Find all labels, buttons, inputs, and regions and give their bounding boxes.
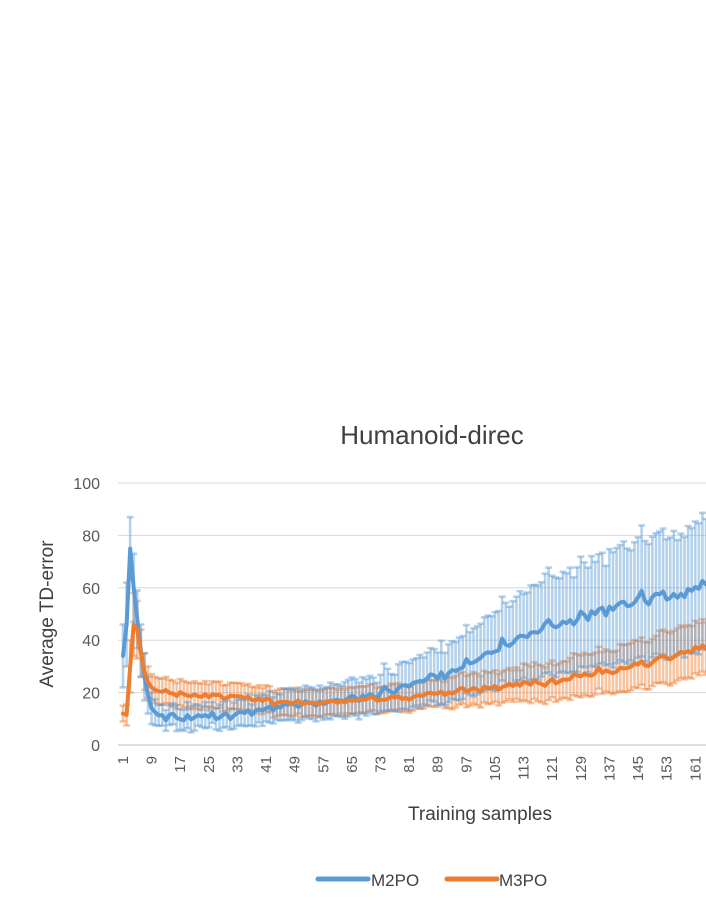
x-axis-title: Training samples [408, 804, 552, 825]
legend-label-m3po: M3PO [499, 871, 547, 890]
legend-label-m2po: M2PO [371, 871, 419, 890]
x-tick-label: 33 [229, 756, 246, 773]
x-tick-label: 137 [601, 756, 618, 781]
x-tick-label: 153 [659, 756, 676, 781]
x-tick-label: 81 [401, 756, 418, 773]
legend: M2PO M3PO [318, 871, 547, 890]
y-tick-label: 60 [82, 581, 100, 598]
x-tick-label: 9 [144, 756, 161, 764]
x-tick-label: 105 [487, 756, 504, 781]
y-tick-label: 80 [82, 528, 100, 545]
x-axis-tick-labels: 1 9 17 25 33 41 49 57 65 73 81 89 97 105 113 121 129 137 1… [115, 756, 704, 781]
x-tick-label: 49 [287, 756, 304, 773]
x-tick-label: 161 [687, 756, 704, 781]
y-tick-label: 40 [82, 633, 100, 650]
x-tick-label: 97 [458, 756, 475, 773]
x-tick-label: 145 [630, 756, 647, 781]
x-tick-label: 129 [573, 756, 590, 781]
x-tick-label: 65 [344, 756, 361, 773]
x-tick-label: 121 [544, 756, 561, 781]
x-tick-label: 73 [373, 756, 390, 773]
y-axis-tick-labels: 0 20 40 60 80 100 [73, 476, 100, 755]
y-tick-label: 100 [73, 476, 100, 493]
series-lines [123, 549, 706, 721]
x-tick-label: 57 [315, 756, 332, 773]
x-tick-label: 25 [201, 756, 218, 773]
x-tick-label: 113 [516, 756, 533, 780]
y-tick-label: 20 [82, 686, 100, 703]
y-tick-label: 0 [91, 738, 100, 755]
x-tick-label: 17 [172, 756, 189, 773]
chart-title: Humanoid-direc [340, 420, 524, 450]
x-tick-label: 89 [430, 756, 447, 773]
x-tick-label: 41 [258, 756, 275, 773]
y-axis-title: Average TD-error [37, 540, 58, 688]
x-tick-label: 1 [115, 756, 132, 764]
